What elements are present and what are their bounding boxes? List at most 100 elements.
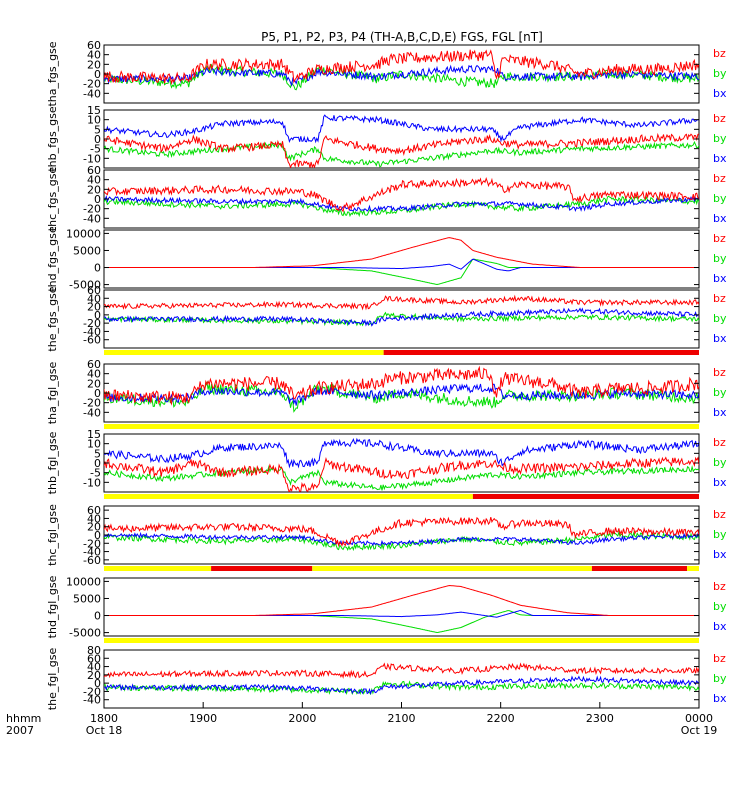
y-tick-label: -40 — [83, 546, 101, 559]
y-tick-label: 5 — [94, 123, 101, 136]
legend-bx: bx — [713, 406, 727, 419]
x-tick-label: 1900 — [189, 712, 217, 725]
x-axis-label-hhmm: hhmm — [6, 712, 41, 725]
quality-flag-bar — [104, 638, 699, 643]
y-tick-label: -5 — [90, 467, 101, 480]
series-bz-line — [104, 456, 699, 492]
legend-by: by — [713, 528, 727, 541]
legend-bz: bz — [713, 292, 726, 305]
series-by-line — [104, 258, 699, 286]
legend-bz: bz — [713, 652, 726, 665]
y-tick-label: 5 — [94, 447, 101, 460]
series-bx-line — [104, 437, 699, 469]
series-by-line — [104, 63, 699, 91]
quality-flag-bar — [104, 494, 473, 499]
y-tick-label: 15 — [87, 428, 101, 441]
legend-by: by — [713, 386, 727, 399]
y-tick-label: 20 — [87, 669, 101, 682]
y-tick-label: 0 — [94, 68, 101, 81]
series-bz-line — [104, 237, 699, 268]
y-tick-label: 10 — [87, 114, 101, 127]
series-bx-line — [104, 675, 699, 695]
x-date-label: Oct 19 — [681, 724, 718, 737]
series-bx-line — [104, 531, 699, 547]
y-tick-label: 40 — [87, 512, 101, 525]
series-bx-line — [104, 64, 699, 87]
quality-flag-bar — [312, 566, 592, 571]
panel-ylabel: tha_fgs_gse — [46, 41, 59, 106]
series-by-line — [104, 311, 699, 327]
series-bz-line — [104, 584, 699, 616]
series-bz-line — [104, 516, 699, 547]
y-tick-label: -5 — [90, 143, 101, 156]
y-tick-label: -40 — [83, 212, 101, 225]
y-tick-label: 0 — [94, 133, 101, 146]
legend-by: by — [713, 456, 727, 469]
legend-by: by — [713, 132, 727, 145]
legend-bx: bx — [713, 548, 727, 561]
series-bx-line — [104, 609, 699, 618]
panel-ylabel: tha_fgl_gse — [46, 362, 59, 425]
panel-ylabel: thd_fgs_gse — [46, 226, 59, 292]
quality-flag-bar — [472, 494, 699, 499]
legend-bx: bx — [713, 272, 727, 285]
y-tick-label: -60 — [83, 334, 101, 347]
panel-frame — [103, 169, 700, 229]
y-tick-label: 10 — [87, 438, 101, 451]
legend-bz: bz — [713, 112, 726, 125]
x-date-label: Oct 18 — [86, 724, 123, 737]
series-bz-line — [104, 176, 699, 213]
panel-ylabel: the_fgs_gse — [46, 286, 59, 351]
legend-bx: bx — [713, 152, 727, 165]
legend-bx: bx — [713, 212, 727, 225]
legend-by: by — [713, 252, 727, 265]
series-bx-line — [104, 258, 699, 272]
panel-frame — [103, 577, 700, 637]
y-tick-label: 0 — [94, 529, 101, 542]
y-tick-label: -20 — [83, 203, 101, 216]
y-tick-label: 0 — [94, 457, 101, 470]
y-tick-label: -5000 — [69, 627, 101, 640]
y-tick-label: 60 — [87, 164, 101, 177]
y-tick-label: -40 — [83, 406, 101, 419]
legend-bz: bz — [713, 172, 726, 185]
y-tick-label: 20 — [87, 301, 101, 314]
legend-by: by — [713, 600, 727, 613]
y-tick-label: 20 — [87, 377, 101, 390]
chart-title: P5, P1, P2, P3, P4 (TH-A,B,C,D,E) FGS, F… — [261, 30, 543, 44]
panel-frame — [103, 505, 700, 565]
x-tick-label: 2300 — [586, 712, 614, 725]
legend-bx: bx — [713, 87, 727, 100]
quality-flag-bar — [383, 350, 699, 355]
panel-ylabel: the_fgl_gse — [46, 648, 59, 711]
y-tick-label: 60 — [87, 504, 101, 517]
series-bx-line — [104, 195, 699, 213]
series-bz-line — [104, 365, 699, 406]
quality-flag-bar — [104, 350, 384, 355]
legend-bz: bz — [713, 508, 726, 521]
x-tick-label: 2000 — [288, 712, 316, 725]
series-bx-line — [104, 307, 699, 327]
y-tick-label: -60 — [83, 554, 101, 567]
x-axis: 1800 1900 2000 2100 2200 2300 0000 Oct 18 Oct 19… — [6, 702, 717, 737]
y-tick-label: 20 — [87, 58, 101, 71]
y-tick-label: -20 — [83, 537, 101, 550]
panel-ylabel: thc_fgl_gse — [46, 504, 59, 566]
quality-flag-bar — [687, 566, 699, 571]
y-tick-label: 20 — [87, 183, 101, 196]
series-bz-line — [104, 132, 699, 168]
series-bx-line — [104, 114, 699, 144]
legend-bx: bx — [713, 620, 727, 633]
legend-by: by — [713, 672, 727, 685]
series-bz-line — [104, 294, 699, 311]
legend-by: by — [713, 67, 727, 80]
y-tick-label: 0 — [94, 387, 101, 400]
y-tick-label: 40 — [87, 661, 101, 674]
legend-by: by — [713, 312, 727, 325]
